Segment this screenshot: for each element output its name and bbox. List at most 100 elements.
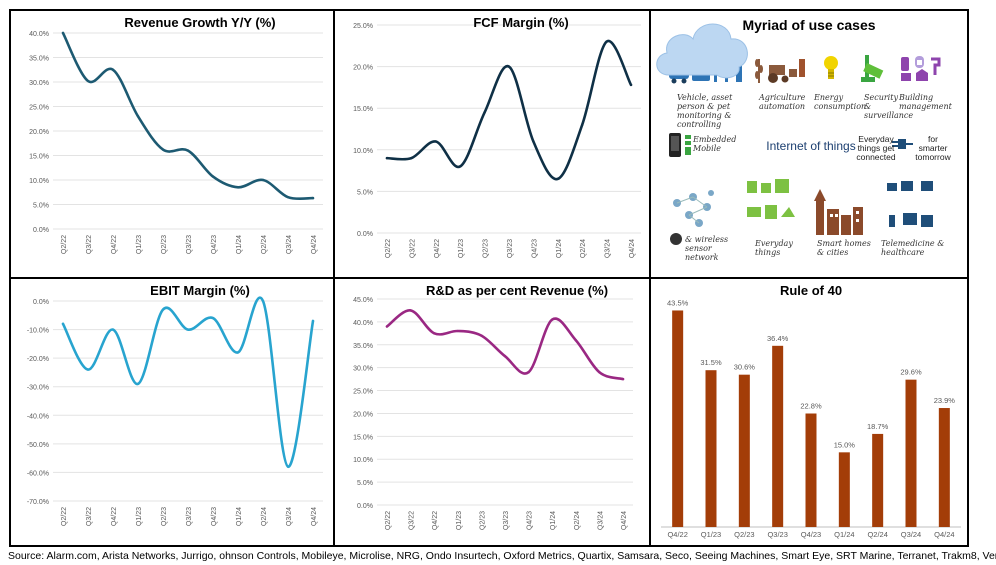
data-point: [581, 123, 584, 127]
bar: [838, 452, 850, 527]
chart-title: EBIT Margin (%): [150, 283, 250, 298]
iot-label-energy: Energy consumption: [814, 93, 867, 111]
x-tick-label: Q1/24: [834, 530, 854, 539]
y-tick-label: 40.0%: [353, 320, 373, 327]
data-point: [286, 465, 290, 468]
x-tick-label: Q3/23: [186, 507, 193, 526]
x-tick-label: Q3/24: [286, 235, 293, 254]
x-tick-label: Q2/24: [580, 239, 587, 258]
x-tick-label: Q4/24: [621, 511, 628, 530]
y-tick-label: 15.0%: [353, 434, 373, 441]
data-label: 15.0%: [834, 440, 856, 449]
data-point: [161, 148, 165, 151]
data-point: [532, 140, 535, 143]
smarter-tomorrow-text: for smarter tomorrow: [915, 134, 951, 162]
y-tick-label: 20.0%: [29, 129, 49, 136]
network-icon: [670, 190, 714, 245]
data-point: [161, 308, 165, 311]
x-tick-label: Q4/24: [311, 235, 318, 254]
x-tick-label: Q2/23: [483, 239, 490, 258]
tractor-icon: [768, 59, 805, 83]
plug-icon: [892, 139, 913, 149]
bar: [938, 408, 950, 527]
x-tick-label: Q1/23: [136, 235, 143, 254]
y-tick-label: 25.0%: [353, 23, 373, 30]
data-point: [385, 325, 389, 328]
x-tick-label: Q1/23: [456, 511, 463, 530]
y-tick-label: 25.0%: [353, 389, 373, 396]
data-point: [556, 177, 559, 181]
chart-title: Rule of 40: [780, 283, 842, 298]
x-tick-label: Q1/23: [701, 530, 721, 539]
y-tick-label: -10.0%: [27, 328, 49, 335]
y-tick-label: 20.0%: [353, 65, 373, 72]
chart-title: R&D as per cent Revenue (%): [426, 283, 608, 298]
chart-title: Revenue Growth Y/Y (%): [124, 15, 275, 30]
y-tick-label: 0.0%: [33, 227, 49, 234]
y-tick-label: -30.0%: [27, 385, 49, 392]
data-point: [434, 140, 437, 143]
x-tick-label: Q2/23: [734, 530, 754, 539]
x-tick-label: Q1/24: [236, 507, 243, 526]
iot-label-security: Security & surveillance: [864, 93, 914, 120]
lightbulb-icon: [824, 56, 838, 79]
x-tick-label: Q4/22: [434, 239, 441, 258]
data-label: 43.5%: [667, 298, 689, 307]
y-tick-label: 20.0%: [353, 411, 373, 418]
y-tick-label: 0.0%: [357, 503, 373, 510]
x-tick-label: Q3/22: [409, 239, 416, 258]
iot-label-sensor: & wireless sensor network: [685, 235, 729, 262]
bar: [805, 413, 817, 527]
y-tick-label: -70.0%: [27, 499, 49, 506]
iot-cloud-text: Internet of things: [766, 139, 856, 153]
y-tick-label: 10.0%: [353, 457, 373, 464]
rule-of-40-panel: 43.5% Q4/22 31.5% Q1/23 30.6% Q2/23 36.4% Q3/23…: [649, 277, 969, 547]
y-tick-label: 0.0%: [33, 299, 49, 306]
y-tick-label: 15.0%: [353, 106, 373, 113]
data-label: 31.5%: [700, 358, 722, 367]
x-tick-label: Q4/23: [527, 511, 534, 530]
data-point: [111, 68, 115, 71]
x-tick-label: Q3/24: [597, 511, 604, 530]
ebit-margin-panel: -70.0% -60.0% -50.0% -40.0% -30.0% -20.0% -10.…: [9, 277, 335, 547]
revenue-growth-panel: 0.0% 5.0% 10.0% 15.0% 20.0% 25.0% 30.0% 35.0% 40…: [9, 9, 335, 279]
iot-label-smart-homes: Smart homes & cities: [817, 239, 871, 257]
y-tick-label: -60.0%: [27, 470, 49, 477]
data-point: [136, 382, 140, 386]
data-point: [507, 65, 511, 68]
x-tick-label: Q2/24: [867, 530, 887, 539]
data-point: [503, 355, 507, 358]
y-tick-label: 15.0%: [29, 154, 49, 161]
data-point: [410, 156, 413, 160]
iot-label-mobile: Embedded Mobile: [693, 135, 737, 153]
data-point: [236, 351, 240, 354]
data-point: [211, 316, 215, 320]
x-tick-label: Q3/23: [186, 235, 193, 254]
x-tick-label: Q1/24: [236, 235, 243, 254]
data-point: [186, 328, 190, 331]
data-point: [527, 371, 530, 374]
bar: [872, 433, 884, 527]
x-tick-label: Q1/24: [556, 239, 563, 258]
building-icon: [901, 56, 941, 81]
x-tick-label: Q2/24: [261, 235, 268, 254]
y-tick-label: 25.0%: [29, 105, 49, 112]
y-tick-label: 35.0%: [29, 56, 49, 63]
x-tick-label: Q3/22: [409, 511, 416, 530]
y-tick-label: 5.0%: [357, 480, 373, 487]
x-tick-label: Q4/24: [629, 239, 636, 258]
cloud-icon: [656, 23, 748, 79]
fcf-margin-panel: 0.0% 5.0% 10.0% 15.0% 20.0% 25.0% Q2/22 Q3/22 Q4…: [333, 9, 651, 279]
data-point: [236, 186, 240, 189]
data-point: [433, 332, 436, 335]
data-point: [483, 111, 486, 114]
y-tick-label: 10.0%: [29, 178, 49, 185]
y-tick-label: 0.0%: [357, 231, 373, 238]
x-tick-label: Q4/22: [432, 511, 439, 530]
data-point: [261, 178, 265, 182]
data-point: [111, 328, 115, 331]
x-tick-label: Q4/23: [211, 235, 218, 254]
x-tick-label: Q2/22: [61, 507, 68, 526]
iot-label-vehicle: Vehicle, asset person & pet monitoring &…: [677, 93, 733, 129]
x-tick-label: Q3/24: [605, 239, 612, 258]
